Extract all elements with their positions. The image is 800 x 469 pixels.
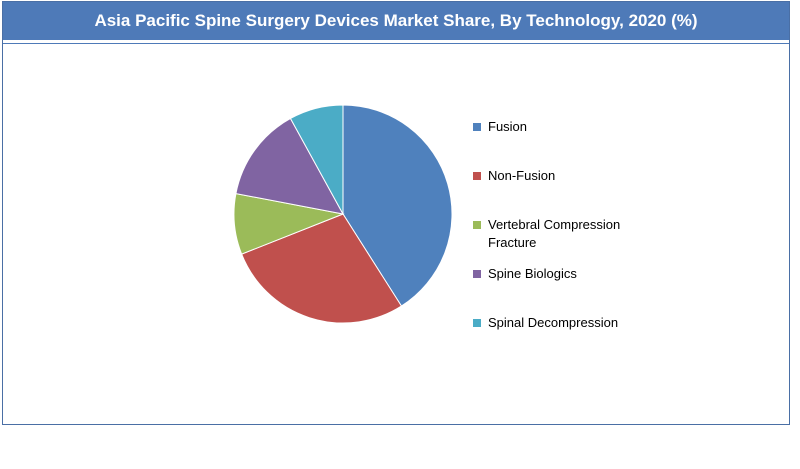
pie-slice-non-fusion [241,213,403,324]
legend-label-vcf-line-2: Fracture [488,235,537,250]
legend-label-non-fusion: Non-Fusion [488,168,556,183]
pie-slice-fusion [342,104,453,307]
pie-slice-spine-biologics [235,117,344,215]
legend-swatch-spinal-decompression [473,319,481,327]
legend-item-vertebral-compression-fracture: Vertebral Compression Fracture [473,216,620,252]
title-underline [3,43,789,44]
legend-item-fusion: Fusion [473,118,527,136]
chart-title: Asia Pacific Spine Surgery Devices Marke… [3,2,789,40]
legend-label-fusion: Fusion [488,119,528,134]
chart-frame: Asia Pacific Spine Surgery Devices Marke… [2,1,790,425]
legend-label-vertebral-compression-fracture: Vertebral Compression Fracture [488,216,620,252]
pie-slice-spinal-decompression [289,104,344,215]
legend-item-spine-biologics: Spine Biologics [473,265,577,283]
pie-chart [233,104,453,324]
legend-item-non-fusion: Non-Fusion [473,167,555,185]
legend-swatch-vertebral-compression-fracture [473,221,481,229]
legend-swatch-spine-biologics [473,270,481,278]
legend-label-spine-biologics: Spine Biologics [488,266,577,281]
legend-swatch-non-fusion [473,172,481,180]
legend-label-spinal-decompression: Spinal Decompression [488,315,619,330]
legend-label-vcf-line-1: Vertebral Compression [488,217,621,232]
title-gap [3,40,789,43]
legend-item-spinal-decompression: Spinal Decompression [473,314,618,332]
legend-swatch-fusion [473,123,481,131]
